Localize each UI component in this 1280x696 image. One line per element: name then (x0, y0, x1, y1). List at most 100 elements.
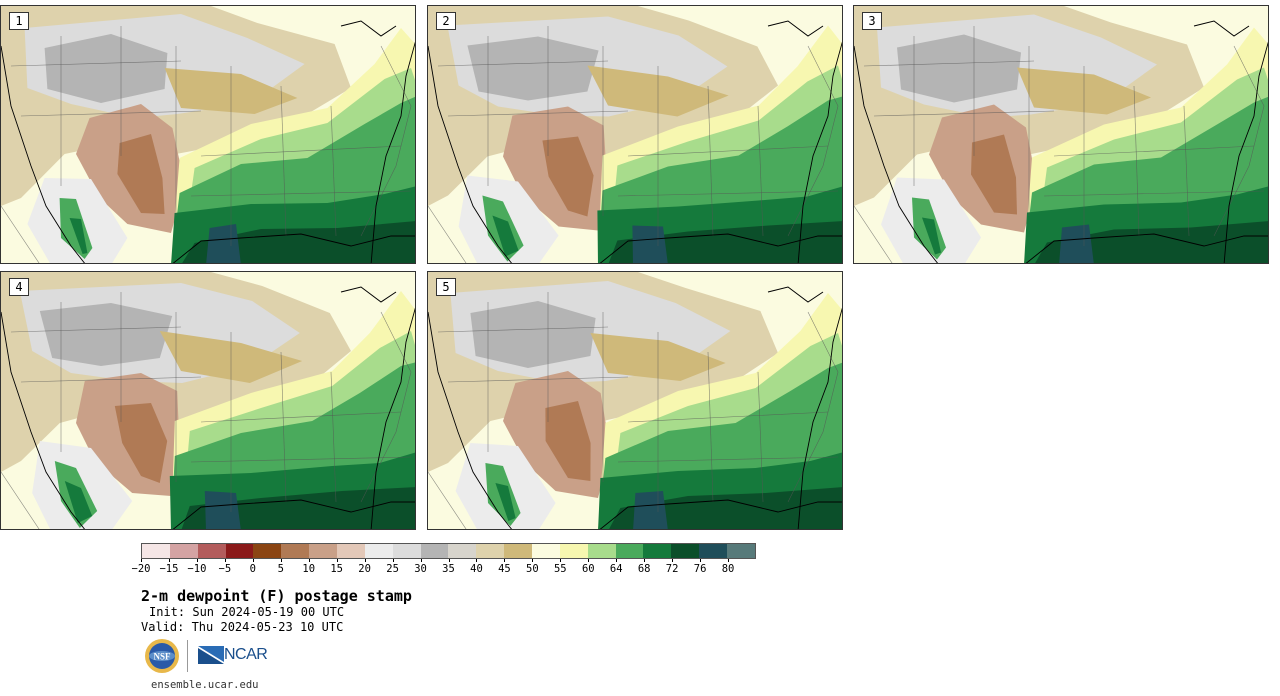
colorbar-tick-mark (560, 559, 562, 562)
colorbar-tick-label: −5 (218, 563, 232, 575)
state-boundary (190, 190, 412, 197)
dewpoint-region (467, 36, 599, 101)
dewpoint-region (609, 487, 842, 529)
colorbar-swatch (225, 544, 254, 558)
state-boundary (437, 60, 609, 67)
dewpoint-map (1, 6, 415, 263)
panel-number: 3 (862, 12, 882, 30)
dewpoint-map (428, 272, 842, 529)
colorbar-tick-label: 20 (358, 563, 371, 575)
coastline (172, 499, 415, 529)
state-boundary (707, 85, 714, 237)
coastline (1223, 41, 1268, 263)
nsf-logo-icon: NSF (145, 639, 179, 673)
colorbar-tick-mark (448, 559, 450, 562)
colorbar-tick-label: 15 (330, 563, 343, 575)
colorbar-tick-mark (700, 559, 702, 562)
colorbar-tick-label: 5 (277, 563, 284, 575)
panel-number: 4 (9, 278, 29, 296)
colorbar-swatch (559, 544, 588, 558)
dewpoint-region (44, 34, 168, 103)
colorbar-swatch (364, 544, 393, 558)
state-boundary (190, 456, 412, 463)
dewpoint-region (971, 134, 1017, 215)
dewpoint-region (495, 483, 516, 521)
colorbar-tick-label: 76 (693, 563, 707, 575)
dewpoint-region (182, 221, 415, 263)
state-boundary (447, 376, 629, 383)
state-boundary (873, 110, 1055, 117)
panel-number: 2 (436, 12, 456, 30)
colorbar-swatch (699, 544, 728, 558)
colorbar-tick-mark (308, 559, 310, 562)
state-boundary (1043, 190, 1265, 197)
state-boundary (1183, 105, 1190, 237)
dewpoint-region (181, 487, 415, 529)
logo-divider (187, 640, 188, 672)
colorbar-ticks: −20 −15 −10 −5 0 5 10 15 20 25 30 35 40 45 50 55 60 64 68 7… (130, 559, 780, 579)
dewpoint-map (854, 6, 1268, 263)
nsf-logo-text: NSF (153, 652, 171, 662)
colorbar-tick-mark (141, 559, 142, 562)
coastline (854, 45, 938, 263)
colorbar-tick-mark (168, 559, 170, 562)
coastline (599, 233, 842, 263)
dewpoint-region (897, 34, 1021, 103)
colorbar-swatch (281, 544, 310, 558)
colorbar-tick-mark (728, 559, 730, 562)
map-panel-2: 2 (427, 5, 843, 264)
coastline (340, 286, 397, 303)
state-boundary (617, 190, 839, 197)
state-boundary (1213, 45, 1265, 237)
colorbar-tick-mark (532, 559, 534, 562)
colorbar-tick-label: −10 (187, 563, 207, 575)
coastline (1025, 233, 1268, 263)
state-boundary (863, 60, 1035, 67)
dewpoint-region (114, 403, 168, 483)
colorbar-tick-label: 0 (249, 563, 256, 575)
colorbar-swatch (392, 544, 421, 558)
coastline (172, 233, 415, 263)
colorbar-tick-label: 68 (637, 563, 651, 575)
state-boundary (280, 351, 287, 503)
colorbar-tick-mark (504, 559, 506, 562)
colorbar-tick-label: −15 (159, 563, 179, 575)
dewpoint-region (117, 134, 165, 214)
dewpoint-region (1035, 221, 1268, 263)
dewpoint-map (428, 6, 842, 263)
colorbar-tick-label: 40 (470, 563, 483, 575)
coastline (428, 311, 512, 529)
state-boundary (280, 85, 287, 237)
valid-time: Valid: Thu 2024-05-23 10 UTC (141, 620, 344, 634)
colorbar-swatch (615, 544, 644, 558)
colorbar-swatch (587, 544, 616, 558)
plot-title: 2-m dewpoint (F) postage stamp (141, 587, 412, 605)
ncar-logo-icon (198, 646, 224, 664)
colorbar-swatch (253, 544, 282, 558)
colorbar-tick-label: 50 (526, 563, 539, 575)
dewpoint-region (1059, 224, 1094, 263)
colorbar-swatch (197, 544, 226, 558)
colorbar-tick-label: 72 (665, 563, 679, 575)
state-boundary (360, 311, 412, 503)
colorbar-swatch (420, 544, 449, 558)
dewpoint-map (1, 272, 415, 529)
colorbar-swatch (448, 544, 477, 558)
colorbar-tick-mark (588, 559, 590, 562)
colorbar-tick-mark (280, 559, 282, 562)
dewpoint-region (632, 225, 668, 263)
coastline (340, 20, 397, 37)
colorbar-tick-mark (392, 559, 394, 562)
map-panel-4: 4 (0, 271, 416, 530)
state-boundary (854, 205, 893, 263)
colorbar-tick-mark (420, 559, 422, 562)
dewpoint-region (492, 215, 519, 257)
state-boundary (627, 145, 829, 157)
dewpoint-region (608, 221, 842, 263)
colorbar-swatch (532, 544, 560, 558)
logos: NSF NCAR (144, 638, 284, 676)
coastline (370, 41, 415, 263)
state-boundary (20, 110, 202, 117)
website-link[interactable]: ensemble.ucar.edu (151, 679, 259, 691)
state-boundary (200, 411, 402, 423)
